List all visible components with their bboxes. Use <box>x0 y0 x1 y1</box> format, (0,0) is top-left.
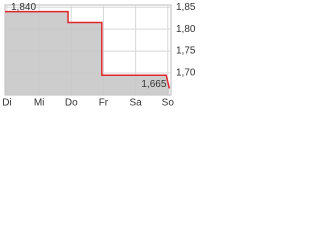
y-tick-label: 1,70 <box>176 68 196 79</box>
chart: 1,70 1,75 1,80 1,85 Di Mi Do Fr Sa So 1,840 1,665 <box>2 2 196 109</box>
line <box>5 10 171 89</box>
area <box>5 11 170 96</box>
y-tick-label: 1,75 <box>176 46 196 57</box>
value-label: 1,840 <box>11 2 36 13</box>
x-tick-label: Sa <box>129 98 142 109</box>
y-tick-label: 1,80 <box>176 24 196 35</box>
x-tick-label: Fr <box>99 98 109 109</box>
x-tick-label: Di <box>2 98 11 109</box>
y-tick-label: 1,85 <box>176 2 196 13</box>
value-label: 1,665 <box>141 79 166 90</box>
x-tick-label: Do <box>65 98 78 109</box>
x-tick-label: So <box>162 98 175 109</box>
x-tick-label: Mi <box>34 98 45 109</box>
